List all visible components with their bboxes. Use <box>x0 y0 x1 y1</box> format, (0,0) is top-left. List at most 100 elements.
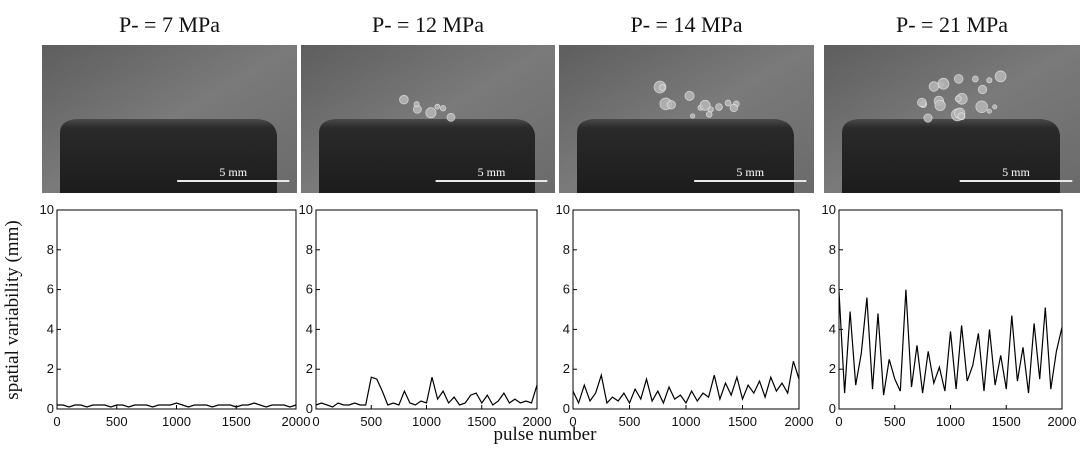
photo-bubble <box>690 113 696 119</box>
x-tick-label: 1500 <box>467 414 496 429</box>
plot-frame <box>315 209 538 410</box>
x-tick-label: 2000 <box>785 414 814 429</box>
y-tick-label: 4 <box>47 321 54 336</box>
photo-bubble <box>413 101 420 108</box>
x-tick-label: 1000 <box>412 414 441 429</box>
data-line <box>838 289 1063 396</box>
photo: 5 mm <box>824 45 1080 193</box>
photo: 5 mm <box>559 45 814 193</box>
x-tick-label: 1500 <box>222 414 251 429</box>
y-tick-label: 2 <box>47 361 54 376</box>
panel-title: P- = 12 MPa <box>372 12 484 37</box>
photo-object <box>577 119 794 193</box>
plot-frame <box>572 209 800 410</box>
x-tick-label: 1000 <box>936 414 965 429</box>
photo-bubble <box>659 84 666 91</box>
photo-bubble <box>684 90 695 101</box>
photo-bubble <box>994 70 1007 83</box>
y-tick-label: 10 <box>822 202 836 217</box>
photo-bubble <box>972 75 979 83</box>
y-tick-label: 8 <box>47 242 54 257</box>
y-tick-label: 4 <box>563 321 570 336</box>
y-tick-label: 10 <box>556 202 570 217</box>
photo-object <box>842 119 1060 193</box>
y-tick-label: 6 <box>47 282 54 297</box>
photo-bubble <box>446 112 456 122</box>
photo-bubble <box>666 100 676 110</box>
photo: 5 mm <box>301 45 555 193</box>
x-tick-label: 2000 <box>523 414 552 429</box>
panel-title: P- = 14 MPa <box>630 12 742 37</box>
x-tick-label: 2000 <box>282 414 311 429</box>
photo-bubble <box>705 111 713 118</box>
photo-bubble <box>699 99 711 111</box>
y-tick-label: 0 <box>829 401 836 416</box>
x-tick-label: 1500 <box>728 414 757 429</box>
x-tick-label: 1500 <box>992 414 1021 429</box>
y-tick-label: 6 <box>563 282 570 297</box>
x-tick-label: 500 <box>619 414 641 429</box>
x-axis-label: pulse number <box>494 424 598 445</box>
y-tick-label: 8 <box>829 242 836 257</box>
y-tick-label: 4 <box>829 321 836 336</box>
x-tick-label: 500 <box>106 414 128 429</box>
x-tick-label: 500 <box>884 414 906 429</box>
y-tick-label: 10 <box>40 202 54 217</box>
x-tick-label: 0 <box>835 414 842 429</box>
y-tick-label: 2 <box>563 361 570 376</box>
y-tick-label: 0 <box>47 401 54 416</box>
y-tick-label: 6 <box>306 282 313 297</box>
scale-bar-label: 5 mm <box>1002 165 1030 179</box>
y-tick-label: 8 <box>306 242 313 257</box>
panel-title: P- = 7 MPa <box>119 12 220 37</box>
data-line <box>315 376 538 408</box>
y-tick-label: 6 <box>829 282 836 297</box>
photo-bubble <box>425 107 437 119</box>
x-tick-label: 1000 <box>162 414 191 429</box>
photo-bubble <box>917 97 927 108</box>
y-tick-label: 2 <box>306 361 313 376</box>
photo-object <box>319 119 535 193</box>
y-tick-label: 0 <box>563 401 570 416</box>
x-tick-label: 2000 <box>1048 414 1077 429</box>
y-tick-label: 2 <box>829 361 836 376</box>
photo-bubble <box>928 81 940 92</box>
scale-bar-label: 5 mm <box>736 165 764 179</box>
x-tick-label: 1000 <box>672 414 701 429</box>
photo-bubble <box>439 105 447 112</box>
y-tick-label: 4 <box>306 321 313 336</box>
y-tick-label: 8 <box>563 242 570 257</box>
scale-bar-label: 5 mm <box>219 165 247 179</box>
photo-bubble <box>957 112 966 120</box>
photo-bubble <box>934 99 946 111</box>
y-axis-label: spatial variability (mm) <box>2 220 23 399</box>
photo-bubble <box>953 74 964 84</box>
photo-bubble <box>992 104 998 110</box>
photo-bubble <box>434 103 441 110</box>
x-tick-label: 0 <box>53 414 60 429</box>
photo-bubble <box>399 94 409 105</box>
photo-bubble <box>724 99 732 107</box>
photo-bubble <box>986 77 993 84</box>
y-tick-label: 10 <box>299 202 313 217</box>
photo-bubble <box>937 77 950 90</box>
photo-bubble <box>977 84 988 95</box>
panel-title: P- = 21 MPa <box>896 12 1008 37</box>
photo-object <box>60 119 277 193</box>
photo-bubble <box>975 100 988 113</box>
photo: 5 mm <box>42 45 297 193</box>
photo-bubble <box>986 108 992 114</box>
photo-bubble <box>715 103 723 111</box>
x-tick-label: 0 <box>569 414 576 429</box>
data-line <box>572 361 800 405</box>
scale-bar-label: 5 mm <box>478 165 506 179</box>
photo-bubble <box>729 103 738 113</box>
y-tick-label: 0 <box>306 401 313 416</box>
data-line <box>57 402 297 408</box>
photo-bubble <box>923 113 933 123</box>
photo-bubble <box>954 95 962 103</box>
x-tick-label: 500 <box>360 414 382 429</box>
plot-frame <box>56 209 297 410</box>
x-tick-label: 0 <box>312 414 319 429</box>
